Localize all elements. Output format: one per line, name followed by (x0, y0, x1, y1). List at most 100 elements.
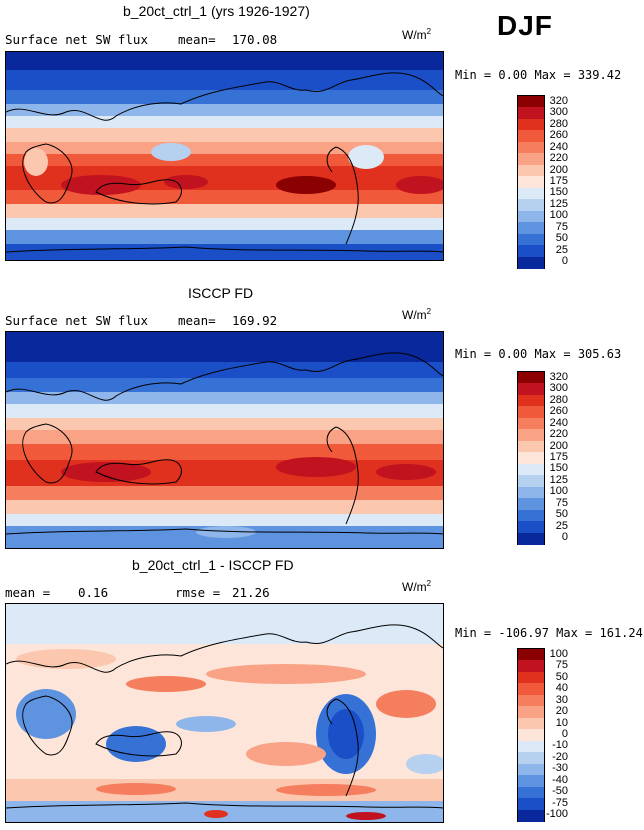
colorbar-swatch (518, 383, 544, 396)
colorbar-level-label: 25 (555, 243, 568, 256)
colorbar-level-label: -50 (552, 785, 568, 798)
colorbar-swatch (518, 233, 544, 246)
panel1-map (5, 51, 444, 261)
colorbar-swatch (518, 706, 544, 719)
colorbar-level-label: -10 (552, 739, 568, 752)
colorbar-level-label: 175 (549, 175, 568, 187)
panel3-title: b_20ct_ctrl_1 - ISCCP FD (132, 557, 294, 573)
colorbar-swatch (518, 671, 544, 684)
panel1-variable-label: Surface net SW flux (5, 32, 148, 47)
colorbar-swatch (518, 406, 544, 419)
panel1-units: W/m2 (402, 27, 432, 42)
colorbar-swatch (518, 649, 544, 661)
colorbar-level-label: 75 (555, 659, 568, 672)
panel1-mean-value: 170.08 (232, 32, 278, 47)
colorbar-swatch (518, 210, 544, 223)
colorbar-swatch (518, 256, 544, 269)
colorbar-level-label: 25 (555, 519, 568, 532)
panel2-units: W/m2 (402, 307, 432, 322)
panel3-map-field (6, 604, 443, 822)
colorbar-swatch (518, 429, 544, 442)
colorbar-swatch (518, 532, 544, 545)
colorbar-level-label: -100 (545, 808, 568, 821)
colorbar-swatch (518, 509, 544, 522)
colorbar-swatch (518, 683, 544, 696)
colorbar-swatch (518, 775, 544, 788)
colorbar-swatch (518, 729, 544, 742)
panel3-units: W/m2 (402, 579, 432, 594)
colorbar-level-label: 125 (549, 197, 568, 210)
colorbar-level-label: 100 (549, 647, 568, 660)
colorbar-swatch (518, 141, 544, 154)
panel2-variable-label: Surface net SW flux (5, 313, 148, 328)
panel1-title: b_20ct_ctrl_1 (yrs 1926-1927) (123, 3, 310, 19)
colorbar-swatch (518, 96, 544, 108)
panel1-mean-label: mean= (178, 32, 216, 47)
colorbar-swatch (518, 372, 544, 384)
colorbar-swatch (518, 199, 544, 212)
panel3-mean-label: mean = (5, 585, 51, 600)
colorbar-swatch (518, 798, 544, 811)
colorbar-level-label: 200 (549, 439, 568, 452)
colorbar-swatch (518, 694, 544, 707)
colorbar-level-label: 150 (549, 462, 568, 475)
panel2-title: ISCCP FD (188, 285, 254, 301)
colorbar-swatch (518, 763, 544, 776)
colorbar-level-label: 50 (555, 670, 568, 683)
colorbar-swatch (518, 660, 544, 673)
colorbar-swatch (518, 245, 544, 258)
colorbar-level-label: 0 (561, 728, 568, 740)
colorbar-level-label: 320 (549, 94, 568, 107)
colorbar-level-label: 75 (555, 496, 568, 509)
colorbar-swatch (518, 187, 544, 200)
panel3-minmax: Min = -106.97 Max = 161.24 (455, 626, 643, 640)
colorbar-swatch (518, 394, 544, 407)
colorbar-level-label: 300 (549, 106, 568, 119)
panel1-minmax: Min = 0.00 Max = 339.42 (455, 68, 622, 82)
colorbar-level-label: -40 (552, 773, 568, 786)
panel2-colorbar (517, 371, 545, 545)
panel3-rmse-label: rmse = (175, 585, 221, 600)
colorbar-level-label: 10 (555, 716, 568, 729)
colorbar-level-label: 260 (549, 129, 568, 142)
colorbar-level-label: 220 (549, 152, 568, 165)
colorbar-level-label: 0 (561, 255, 568, 268)
colorbar-swatch (518, 498, 544, 511)
colorbar-level-label: 20 (555, 705, 568, 718)
colorbar-level-label: 50 (555, 232, 568, 245)
panel2-minmax: Min = 0.00 Max = 305.63 (455, 347, 622, 361)
colorbar-swatch (518, 717, 544, 730)
colorbar-level-label: 300 (549, 382, 568, 395)
colorbar-swatch (518, 440, 544, 453)
colorbar-swatch (518, 164, 544, 177)
colorbar-swatch (518, 740, 544, 753)
colorbar-swatch (518, 809, 544, 822)
colorbar-swatch (518, 417, 544, 430)
colorbar-level-label: 175 (549, 451, 568, 463)
colorbar-level-label: 50 (555, 508, 568, 521)
colorbar-level-label: -30 (552, 762, 568, 775)
panel2-mean-label: mean= (178, 313, 216, 328)
colorbar-level-label: 240 (549, 140, 568, 153)
panel2-mean-value: 169.92 (232, 313, 278, 328)
colorbar-level-label: 30 (555, 693, 568, 706)
colorbar-level-label: 0 (561, 531, 568, 544)
colorbar-swatch (518, 521, 544, 534)
colorbar-level-label: 200 (549, 163, 568, 176)
panel2-map-field (6, 332, 443, 548)
panel2-map (5, 331, 444, 549)
colorbar-swatch (518, 130, 544, 143)
colorbar-swatch (518, 153, 544, 166)
colorbar-swatch (518, 752, 544, 765)
panel1-colorbar (517, 95, 545, 269)
colorbar-swatch (518, 486, 544, 499)
panel3-rmse-value: 21.26 (232, 585, 270, 600)
colorbar-level-label: -20 (552, 750, 568, 763)
colorbar-level-label: 240 (549, 416, 568, 429)
panel3-map (5, 603, 444, 823)
colorbar-level-label: 150 (549, 186, 568, 199)
colorbar-level-label: 40 (555, 682, 568, 695)
season-label: DJF (497, 10, 553, 41)
colorbar-swatch (518, 222, 544, 235)
colorbar-swatch (518, 176, 544, 189)
